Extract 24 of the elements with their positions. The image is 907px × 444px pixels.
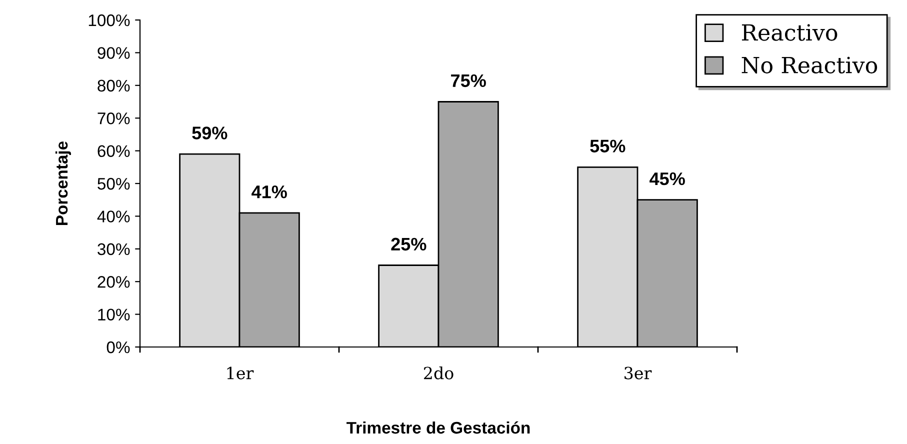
y-tick-label: 10%	[98, 308, 130, 321]
data-label: 55%	[590, 140, 626, 152]
y-axis-title: Porcentaje	[55, 141, 71, 225]
legend-label: No Reactivo	[742, 56, 878, 74]
data-label: 45%	[650, 172, 685, 186]
y-tick-label: 70%	[98, 112, 130, 124]
data-label: 41%	[252, 186, 287, 198]
y-tick-label: 20%	[98, 276, 130, 288]
y-tick-label: 90%	[98, 47, 130, 59]
x-tick-label: 2do	[424, 366, 454, 380]
legend-label: Reactivo	[742, 24, 838, 41]
y-tick-label: 0%	[106, 341, 130, 354]
y-tick-label: 30%	[98, 243, 130, 256]
y-tick-label: 50%	[98, 178, 130, 190]
data-label: 75%	[451, 74, 486, 88]
y-tick-label: 80%	[98, 80, 130, 92]
data-label: 25%	[391, 238, 426, 251]
x-axis-title: Trimestre de Gestación	[346, 421, 530, 434]
x-tick-label: 1er	[227, 366, 254, 380]
x-tick-label: 3er	[624, 366, 652, 380]
data-label: 59%	[192, 126, 228, 140]
y-tick-label: 60%	[98, 145, 130, 158]
y-tick-label: 40%	[97, 210, 130, 222]
y-tick-label: 100%	[88, 14, 130, 26]
